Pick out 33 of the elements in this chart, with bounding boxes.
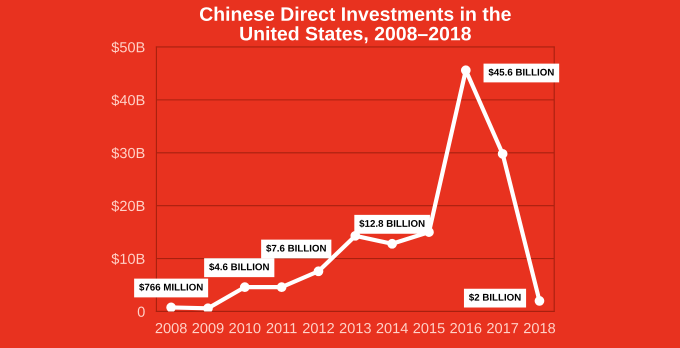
annotation: $45.6 BILLION (488, 68, 554, 76)
y-tick-label: $30B (111, 147, 145, 160)
y-tick-label: $40B (111, 94, 145, 106)
annotation: $4.6 BILLION (209, 262, 269, 271)
point (534, 296, 544, 306)
point (460, 65, 471, 76)
point (276, 282, 286, 292)
x-tick-label: 2011 (266, 322, 297, 334)
point (240, 282, 250, 292)
x-tick-label: 2009 (192, 322, 224, 334)
annotation: $2 BILLION (468, 293, 521, 302)
x-tick-label: 2014 (376, 322, 408, 334)
x-tick-label: 2016 (450, 322, 482, 334)
x-tick-label: 2018 (524, 322, 556, 334)
x-tick-label: 2012 (302, 322, 334, 334)
point (166, 302, 176, 312)
annotation: $7.6 BILLION (266, 244, 326, 252)
x-tick-label: 2013 (340, 322, 371, 334)
x-tick-label: 2008 (156, 322, 187, 334)
x-tick-label: 2017 (487, 322, 518, 334)
annotation: $12.8 BILLION (359, 220, 424, 228)
y-tick-label: $50B (111, 41, 145, 54)
x-tick-label: 2015 (413, 322, 445, 334)
point (498, 148, 508, 159)
annotation: $766 MILLION (139, 283, 203, 292)
x-tick-label: 2010 (229, 322, 260, 334)
chart-title: Chinese Direct Investments in the United States, 2008–2018 (200, 6, 511, 44)
point (387, 238, 397, 249)
point (203, 303, 213, 312)
point (314, 266, 324, 276)
y-tick-label: $20B (111, 200, 145, 212)
y-tick-label: 0 (138, 306, 145, 317)
y-tick-label: $10B (111, 253, 145, 265)
